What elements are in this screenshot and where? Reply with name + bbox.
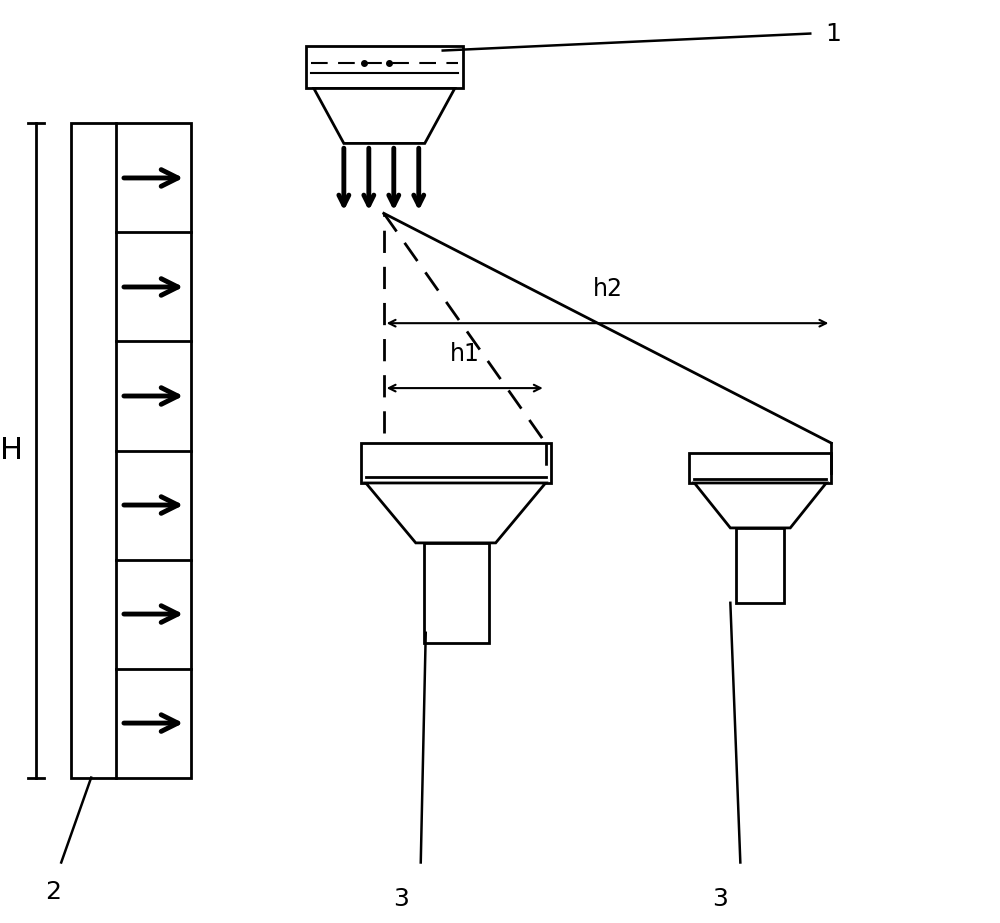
- Polygon shape: [314, 89, 455, 143]
- Bar: [689, 453, 831, 483]
- Bar: [361, 443, 551, 483]
- Text: h1: h1: [450, 342, 480, 366]
- Bar: [424, 543, 489, 642]
- Polygon shape: [694, 483, 826, 528]
- Bar: [736, 528, 784, 603]
- Text: 2: 2: [45, 881, 61, 905]
- Bar: [306, 45, 463, 89]
- Text: 3: 3: [712, 887, 728, 911]
- Polygon shape: [366, 483, 546, 543]
- Text: h2: h2: [593, 277, 623, 301]
- Text: 3: 3: [393, 887, 409, 911]
- Text: 1: 1: [825, 21, 841, 45]
- Text: H: H: [0, 436, 23, 465]
- Bar: [71, 124, 191, 777]
